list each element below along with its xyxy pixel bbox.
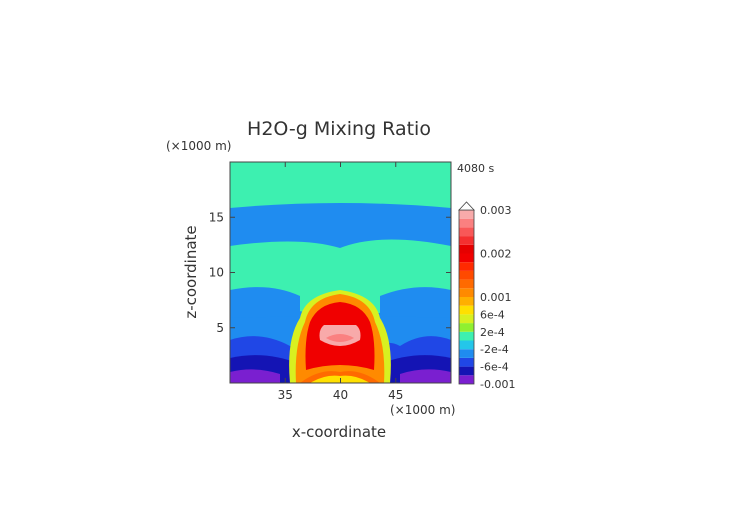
colorbar-segment [459,375,474,384]
colorbar-segment [459,305,474,315]
field-mid-blue-right [380,287,451,318]
y-tick-label: 5 [216,321,224,335]
field-purple-right [400,369,451,383]
colorbar-tick-label: 0.003 [480,204,512,217]
x-tick-label: 40 [333,388,348,402]
colorbar-segment [459,227,474,237]
colorbar-tick-label: 2e-4 [480,326,505,339]
colorbar-tick-label: -2e-4 [480,343,509,356]
colorbar-tick-label: 0.002 [480,248,512,261]
colorbar-segment [459,340,474,350]
colorbar-segment [459,349,474,358]
colorbar-segment [459,366,474,376]
time-label: 4080 s [457,162,494,175]
colorbar-segment [459,262,474,271]
colorbar-segment [459,218,474,228]
colorbar-tick-label: -6e-4 [480,361,509,374]
y-tick-label: 15 [209,210,224,224]
colorbar-segment [459,279,474,289]
colorbar-tick-label: 6e-4 [480,308,505,321]
colorbar-extend-arrow [458,201,475,211]
colorbar-tick-label: -0.001 [480,378,515,391]
colorbar-tick-label: 0.001 [480,291,512,304]
field-mid-blue [230,287,300,318]
colorbar-segment [459,357,474,367]
field-upper-band [230,203,451,248]
chart-title: H2O-g Mixing Ratio [247,118,431,140]
colorbar-segment [459,331,474,341]
y-axis-label: z-coordinate [182,225,200,318]
x-tick-label: 45 [388,388,403,402]
colorbar: 0.003 0.002 0.001 6e-4 2e-4 -2e-4 -6e-4 -0.001 [458,201,515,391]
x-unit-label: (×1000 m) [390,403,455,417]
colorbar-segment [459,244,474,254]
field-cloud-core-mid [326,334,354,342]
x-tick-label: 35 [278,388,293,402]
y-unit-label: (×1000 m) [166,139,231,153]
colorbar-segment [459,210,474,219]
colorbar-segment [459,236,474,245]
colorbar-segment [459,288,474,297]
colorbar-segment [459,323,474,332]
colorbar-segment [459,253,474,263]
colorbar-segment [459,270,474,280]
x-axis: 35 40 45 [278,162,403,402]
y-axis: 5 10 15 [209,210,451,335]
colorbar-segment [459,314,474,324]
heatmap-field [230,162,451,383]
colorbar-segment [459,297,474,306]
field-purple [230,369,280,383]
y-tick-label: 10 [209,266,224,280]
x-axis-label: x-coordinate [292,423,386,441]
